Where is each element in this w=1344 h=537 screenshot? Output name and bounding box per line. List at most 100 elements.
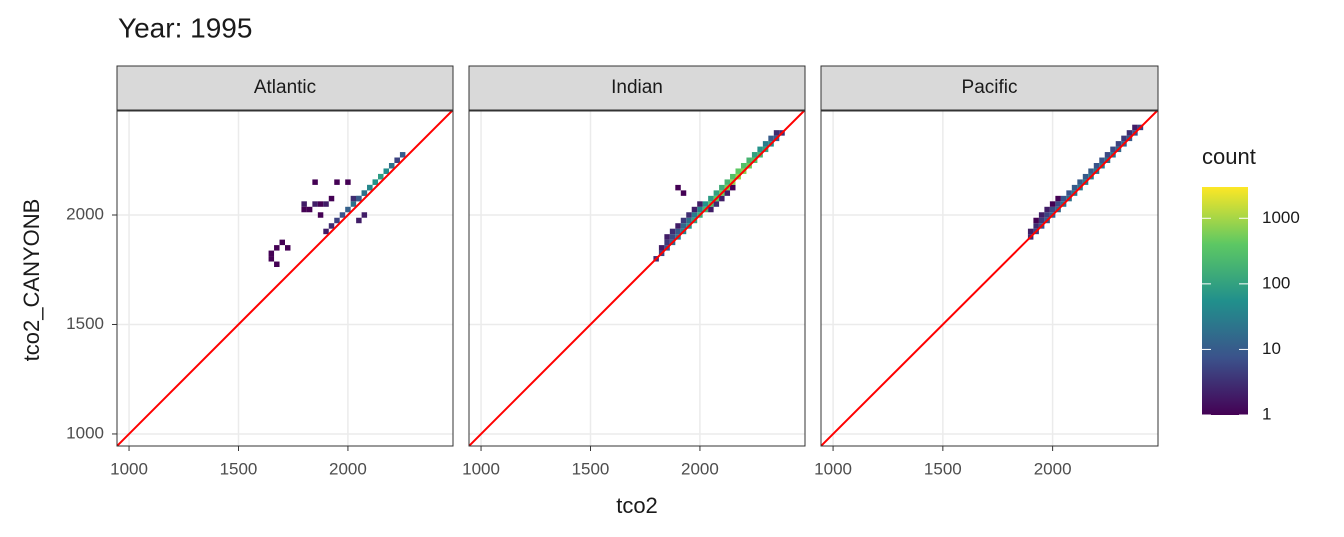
- bin: [746, 157, 752, 164]
- bin: [751, 152, 758, 158]
- bin: [1066, 190, 1072, 196]
- bin: [719, 195, 725, 202]
- bin: [675, 228, 681, 235]
- identity-line: [117, 111, 453, 446]
- bin: [274, 261, 280, 268]
- bin: [1104, 152, 1111, 158]
- panel-border: [116, 110, 454, 447]
- bin: [1055, 201, 1061, 207]
- bin: [686, 217, 692, 224]
- bin: [394, 157, 400, 164]
- bin: [345, 206, 351, 213]
- identity-line: [821, 111, 1158, 446]
- bin: [301, 201, 307, 207]
- bin: [339, 212, 346, 218]
- bin: [713, 190, 720, 196]
- bin: [658, 245, 665, 251]
- bin: [350, 201, 357, 207]
- bin: [1033, 217, 1039, 224]
- bin: [669, 234, 676, 240]
- bin: [680, 223, 687, 229]
- y-tick-label: 2000: [66, 204, 104, 223]
- bin: [702, 201, 709, 207]
- bin: [268, 250, 275, 257]
- bin: [675, 184, 681, 191]
- x-tick-label: 1000: [814, 459, 852, 478]
- x-axis-label: tco2: [616, 493, 658, 518]
- legend-title: count: [1202, 144, 1256, 169]
- strip: [116, 65, 454, 111]
- bin: [1077, 179, 1083, 185]
- bin: [675, 223, 681, 229]
- bin: [1027, 228, 1034, 235]
- bin: [1055, 195, 1061, 202]
- bin: [323, 228, 329, 235]
- bin: [691, 206, 698, 213]
- bin: [334, 179, 340, 185]
- x-tick-label: 2000: [681, 459, 719, 478]
- bin: [285, 245, 291, 251]
- bin: [306, 206, 313, 213]
- bin: [680, 217, 687, 224]
- bin: [323, 201, 329, 207]
- y-tick-label: 1500: [66, 314, 104, 333]
- bin: [1088, 168, 1094, 174]
- y-tick-label: 1000: [66, 423, 104, 442]
- identity-line: [469, 111, 805, 446]
- bin: [1038, 212, 1045, 218]
- bin: [1132, 124, 1138, 131]
- bin: [1121, 135, 1127, 142]
- bin: [334, 217, 340, 224]
- bin: [724, 190, 731, 196]
- bin: [768, 135, 774, 142]
- bin: [350, 195, 357, 202]
- bin: [274, 245, 280, 251]
- bin: [378, 173, 384, 180]
- legend-label: 10: [1262, 339, 1281, 358]
- strip: [468, 65, 806, 111]
- bin: [664, 239, 670, 246]
- bin: [356, 195, 362, 202]
- x-tick-label: 2000: [1034, 459, 1072, 478]
- bin: [708, 195, 714, 202]
- bin: [724, 179, 731, 185]
- bin: [1049, 201, 1056, 207]
- bin: [1093, 163, 1100, 169]
- bin: [383, 168, 389, 174]
- bin: [1071, 184, 1078, 191]
- strip: [820, 65, 1159, 111]
- legend-label: 100: [1262, 273, 1290, 292]
- bin: [757, 146, 763, 153]
- bin: [713, 201, 720, 207]
- bin: [740, 163, 747, 169]
- bin: [345, 179, 351, 185]
- bin: [1126, 130, 1133, 136]
- panel-border: [820, 110, 1159, 447]
- bin: [388, 163, 395, 169]
- x-tick-label: 1000: [462, 459, 500, 478]
- bin: [708, 206, 714, 213]
- bin: [268, 256, 275, 262]
- strip-label: Pacific: [962, 77, 1018, 98]
- strip-label: Indian: [611, 77, 663, 98]
- bin: [361, 190, 368, 196]
- panel-plot: [117, 111, 453, 446]
- bin: [372, 179, 379, 185]
- bin: [317, 212, 324, 218]
- legend-label: 1: [1262, 404, 1271, 423]
- bin: [669, 228, 676, 235]
- bin: [399, 152, 406, 158]
- panel-border: [468, 110, 806, 447]
- bin: [773, 130, 780, 136]
- bin: [328, 223, 335, 229]
- bin: [1044, 206, 1050, 213]
- strip-label: Atlantic: [254, 77, 316, 98]
- bin: [279, 239, 285, 246]
- y-axis-label: tco2_CANYONB: [19, 199, 44, 362]
- bin: [1099, 157, 1105, 164]
- legend-label: 1000: [1262, 208, 1300, 227]
- bin: [719, 184, 725, 191]
- bin: [301, 206, 307, 213]
- bin: [730, 173, 736, 180]
- bin: [1082, 173, 1089, 180]
